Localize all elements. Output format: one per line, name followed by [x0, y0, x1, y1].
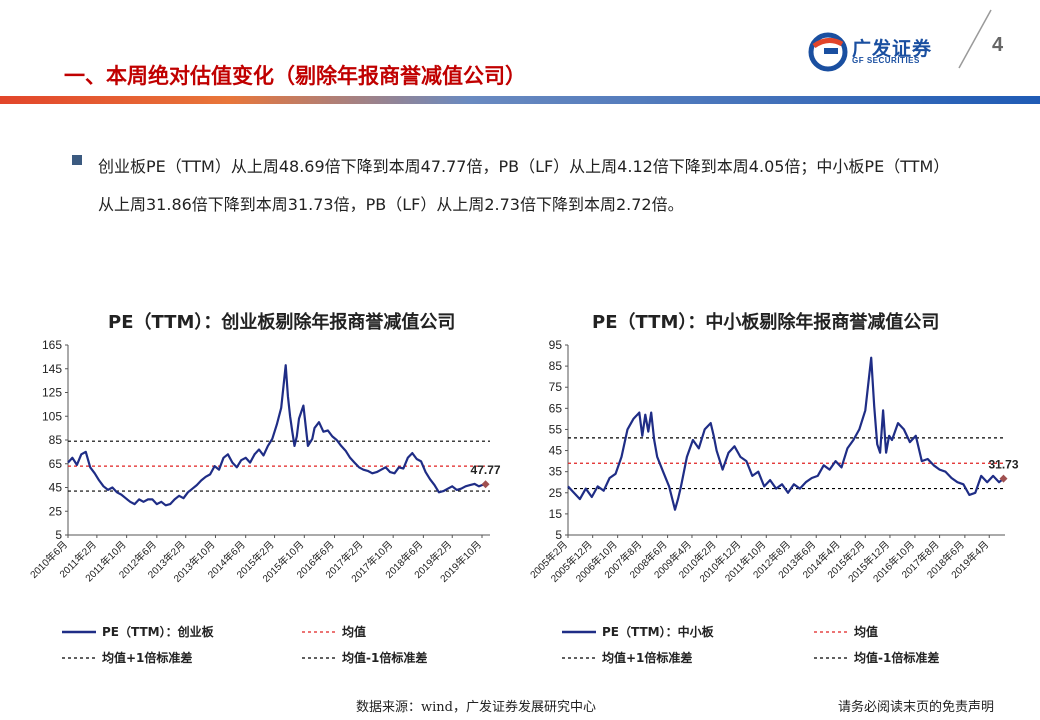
legend-mean: 均值: [814, 624, 878, 639]
chart-1: 1651451251058565452552010年6月2011年2月2011年…: [30, 338, 501, 665]
y-tick-label: 125: [42, 386, 62, 400]
y-tick-label: 5: [555, 528, 562, 542]
legend-series: PE（TTM）：中小板: [562, 624, 715, 639]
y-tick-label: 85: [549, 359, 563, 373]
y-tick-label: 15: [549, 507, 563, 521]
legend-mean-minus-std: 均值-1倍标准差: [814, 650, 939, 665]
y-tick-label: 35: [549, 465, 563, 479]
last-value-marker: [999, 474, 1008, 483]
y-tick-label: 45: [549, 444, 563, 458]
gf-logo-icon: [808, 32, 848, 72]
y-tick-label: 25: [549, 486, 563, 500]
y-tick-label: 105: [42, 409, 62, 423]
y-tick-label: 145: [42, 362, 62, 376]
title-bar: [0, 96, 1040, 104]
bullet-square-icon: [72, 155, 82, 165]
footer-source: 数据来源：wind，广发证券发展研究中心: [356, 700, 596, 715]
footer-disclaimer: 请务必阅读末页的免责声明: [838, 700, 995, 715]
y-tick-label: 65: [549, 401, 563, 415]
chart-2-title: PE（TTM）：中小板剔除年报商誉减值公司: [592, 312, 940, 333]
y-tick-label: 45: [49, 481, 63, 495]
y-tick-label: 5: [55, 528, 62, 542]
legend-mean-plus-std: 均值+1倍标准差: [562, 650, 692, 665]
last-value-marker: [481, 480, 490, 489]
chart-2: 95857565554535251552005年2月2005年12月2006年1…: [530, 338, 1019, 665]
legend-series: PE（TTM）：创业板: [62, 624, 215, 639]
legend-label: 均值-1倍标准差: [342, 650, 427, 665]
page-title: 一、本周绝对估值变化（剔除年报商誉减值公司）: [64, 64, 526, 88]
y-tick-label: 75: [549, 380, 563, 394]
legend-label: PE（TTM）：创业板: [102, 624, 215, 639]
series-line: [67, 364, 486, 507]
legend-mean: 均值: [302, 624, 366, 639]
header-divider: [958, 9, 992, 69]
series-line: [567, 356, 1005, 511]
last-value-label: 47.77: [471, 463, 501, 477]
legend-mean-plus-std: 均值+1倍标准差: [62, 650, 192, 665]
y-tick-label: 85: [49, 433, 63, 447]
logo-name: 广发证券: [852, 38, 933, 60]
legend-label: PE（TTM）：中小板: [602, 624, 715, 639]
legend-label: 均值: [854, 624, 878, 639]
y-tick-label: 95: [549, 338, 563, 352]
y-tick-label: 165: [42, 338, 62, 352]
logo-subtitle: GF SECURITIES: [852, 56, 920, 65]
legend-mean-minus-std: 均值-1倍标准差: [302, 650, 427, 665]
legend-label: 均值: [342, 624, 366, 639]
legend-label: 均值+1倍标准差: [602, 650, 692, 665]
summary-bullet: 创业板PE（TTM）从上周48.69倍下降到本周47.77倍，PB（LF）从上周…: [68, 148, 948, 224]
summary-text: 创业板PE（TTM）从上周48.69倍下降到本周47.77倍，PB（LF）从上周…: [98, 157, 942, 214]
legend-label: 均值+1倍标准差: [102, 650, 192, 665]
y-tick-label: 55: [549, 422, 563, 436]
legend-label: 均值-1倍标准差: [854, 650, 939, 665]
y-tick-label: 25: [49, 504, 63, 518]
page-number: 4: [992, 34, 1004, 56]
gf-logo: 广发证券 GF SECURITIES: [808, 32, 958, 72]
last-value-label: 31.73: [988, 458, 1018, 472]
y-tick-label: 65: [49, 457, 63, 471]
chart-1-title: PE（TTM）：创业板剔除年报商誉减值公司: [108, 312, 456, 333]
